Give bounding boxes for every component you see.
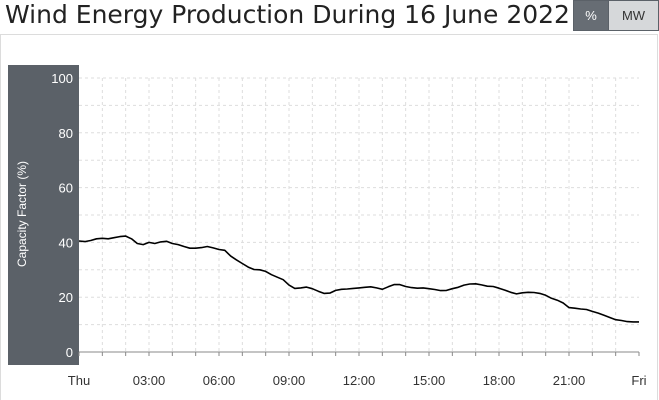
x-tick-label: Fri — [631, 373, 646, 388]
series-line — [78, 235, 639, 323]
grid-lines — [79, 77, 639, 352]
x-tick-label: Thu — [68, 373, 90, 388]
x-tick-label: 12:00 — [343, 373, 376, 388]
y-axis-ticks: 0 20 40 60 80 100 — [51, 71, 73, 360]
y-axis-band — [8, 65, 79, 365]
unit-percent-button[interactable]: % — [573, 0, 609, 31]
x-tick-label: 03:00 — [133, 373, 166, 388]
chart-title: Wind Energy Production During 16 June 20… — [5, 0, 570, 29]
y-tick-label: 80 — [59, 126, 73, 141]
x-tick-label: 06:00 — [203, 373, 236, 388]
y-tick-label: 60 — [59, 181, 73, 196]
y-tick-label: 0 — [66, 345, 73, 360]
x-tick-label: 18:00 — [483, 373, 516, 388]
y-axis-label: Capacity Factor (%) — [15, 161, 29, 267]
y-tick-label: 100 — [51, 71, 73, 86]
x-tick-label: 09:00 — [273, 373, 306, 388]
y-tick-label: 40 — [59, 235, 73, 250]
x-tick-label: 15:00 — [413, 373, 446, 388]
chart-panel — [0, 34, 658, 400]
y-tick-label: 20 — [59, 290, 73, 305]
x-axis-ticks: Thu 03:00 06:00 09:00 12:00 15:00 18:00 21:00 Fr… — [68, 352, 647, 388]
x-tick-label: 21:00 — [553, 373, 586, 388]
